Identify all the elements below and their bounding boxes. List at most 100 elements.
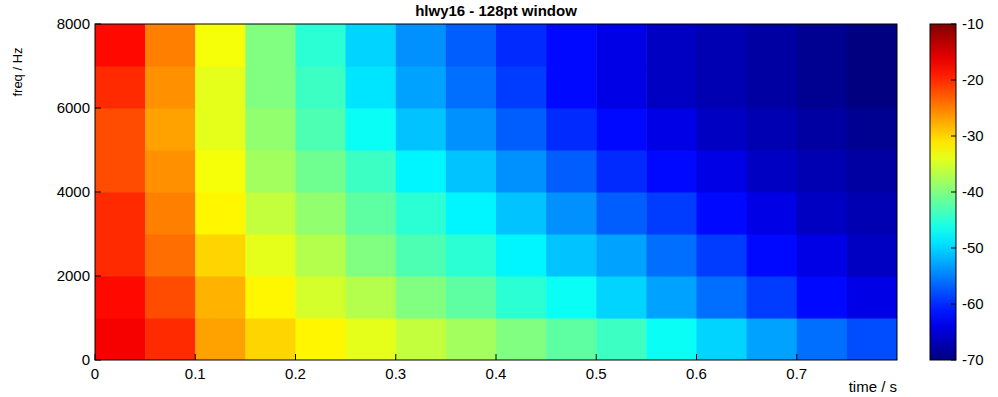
- cell: [847, 276, 897, 319]
- cell: [346, 276, 397, 319]
- cell: [245, 150, 296, 193]
- cell: [95, 318, 146, 360]
- cell: [596, 318, 647, 360]
- cell: [346, 234, 397, 277]
- cell: [296, 66, 347, 109]
- cell: [797, 66, 848, 109]
- cell: [747, 276, 798, 319]
- cell: [446, 192, 497, 235]
- cell: [697, 234, 748, 277]
- cell: [496, 24, 547, 67]
- cell: [396, 192, 447, 235]
- cell: [195, 150, 246, 193]
- cell: [145, 150, 196, 193]
- cell: [496, 108, 547, 151]
- colorbar-tick: [951, 192, 956, 193]
- y-tick-label: 8000: [57, 15, 90, 32]
- cell: [396, 276, 447, 319]
- cell: [95, 24, 146, 67]
- cell: [646, 66, 697, 109]
- cell: [596, 150, 647, 193]
- cell: [245, 108, 296, 151]
- cell: [446, 150, 497, 193]
- cell: [697, 192, 748, 235]
- cell: [797, 150, 848, 193]
- x-tick: [95, 354, 96, 360]
- colorbar-tick: [951, 24, 956, 25]
- x-tick: [596, 354, 597, 360]
- colorbar-tick: [951, 304, 956, 305]
- x-tick: [696, 354, 697, 360]
- x-tick: [395, 354, 396, 360]
- cell: [596, 66, 647, 109]
- cell: [847, 24, 897, 67]
- colorbar-tick-label: -70: [962, 351, 984, 368]
- cell: [396, 24, 447, 67]
- colorbar: [930, 24, 956, 360]
- x-tick-label: 0.5: [586, 365, 607, 382]
- cell: [496, 318, 547, 360]
- x-tick-label: 0.3: [385, 365, 406, 382]
- x-tick-label: 0.1: [185, 365, 206, 382]
- cell: [296, 234, 347, 277]
- cell: [296, 108, 347, 151]
- cell: [95, 276, 146, 319]
- cell: [346, 108, 397, 151]
- cell: [646, 318, 697, 360]
- cell: [145, 108, 196, 151]
- cell: [797, 192, 848, 235]
- cell: [496, 234, 547, 277]
- colorbar-tick-label: -30: [962, 127, 984, 144]
- x-tick: [496, 354, 497, 360]
- cell: [646, 108, 697, 151]
- y-tick-label: 6000: [57, 99, 90, 116]
- cell: [546, 318, 597, 360]
- cell: [145, 276, 196, 319]
- cell: [296, 192, 347, 235]
- x-tick: [195, 354, 196, 360]
- cell: [697, 24, 748, 67]
- cell: [546, 192, 597, 235]
- cell: [546, 234, 597, 277]
- title: hlwy16 - 128pt window: [415, 2, 577, 19]
- cell: [646, 192, 697, 235]
- cell: [697, 66, 748, 109]
- cell: [847, 318, 897, 360]
- cell: [697, 108, 748, 151]
- y-tick: [95, 360, 101, 361]
- cell: [847, 192, 897, 235]
- cell: [496, 276, 547, 319]
- cell: [245, 276, 296, 319]
- colorbar-tick-label: -60: [962, 295, 984, 312]
- cell: [546, 66, 597, 109]
- cell: [145, 192, 196, 235]
- colorbar-tick-label: -40: [962, 183, 984, 200]
- y-tick-label: 0: [82, 351, 90, 368]
- colorbar-tick: [951, 136, 956, 137]
- plot-frame: [95, 24, 897, 360]
- cell: [145, 24, 196, 67]
- colorbar-tick: [951, 360, 956, 361]
- cell: [346, 24, 397, 67]
- x-tick: [796, 354, 797, 360]
- cells: [95, 24, 897, 360]
- y-tick-label: 4000: [57, 183, 90, 200]
- colorbar-tick-label: -10: [962, 15, 984, 32]
- cell: [245, 234, 296, 277]
- cell: [346, 318, 397, 360]
- cell: [747, 318, 798, 360]
- y-tick: [95, 24, 101, 25]
- cell: [346, 150, 397, 193]
- x-tick-label: 0.4: [486, 365, 507, 382]
- cell: [496, 192, 547, 235]
- cell: [596, 234, 647, 277]
- cell: [596, 192, 647, 235]
- x-tick-label: 0.6: [686, 365, 707, 382]
- x-tick-label: 0: [91, 365, 99, 382]
- colorbar-tick-label: -20: [962, 71, 984, 88]
- cell: [95, 108, 146, 151]
- cell: [95, 192, 146, 235]
- cell: [296, 276, 347, 319]
- cell: [346, 66, 397, 109]
- cell: [646, 276, 697, 319]
